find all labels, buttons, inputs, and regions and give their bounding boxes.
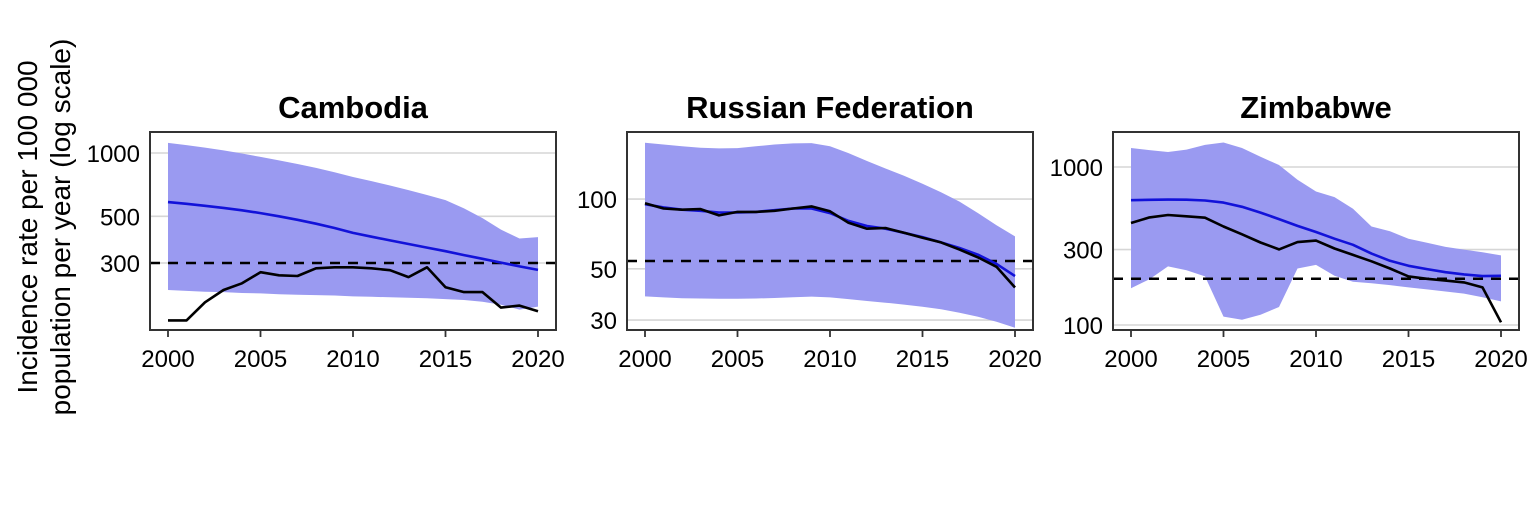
x-tick-label: 2005	[234, 346, 287, 373]
panel-title-zimbabwe: Zimbabwe	[1240, 90, 1392, 125]
x-tick-label: 2015	[419, 346, 472, 373]
panel-russian-federation: 2000 2005 2010 2015 2020 100 50 30 Russian Feder…	[577, 90, 1042, 373]
panel-zimbabwe: 2000 2005 2010 2015 2020 1000 300 100 Zimbabwe	[1050, 90, 1528, 373]
panel-title-russian-federation: Russian Federation	[686, 90, 974, 125]
x-tick-label: 2010	[1289, 346, 1342, 373]
estimate-line	[1130, 198, 1502, 278]
x-tick-label: 2020	[1474, 346, 1527, 373]
x-tick-label: 2010	[326, 346, 379, 373]
y-tick-label: 500	[100, 204, 140, 231]
x-tick-label: 2015	[896, 346, 949, 373]
observed-line	[1130, 213, 1503, 323]
y-tick-label: 300	[1063, 238, 1103, 265]
y-tick-label: 100	[577, 187, 617, 214]
y-tick-label: 1000	[87, 141, 140, 168]
x-tick-label: 2020	[511, 346, 564, 373]
uncertainty-band	[168, 142, 538, 310]
x-tick-label: 2010	[803, 346, 856, 373]
x-tick-label: 2015	[1382, 346, 1435, 373]
panel-cambodia: 2000 2005 2010 2015 2020 1000 500 300 Cambodia	[87, 90, 565, 373]
x-tick-label: 2000	[1104, 346, 1157, 373]
y-tick-label: 100	[1063, 313, 1103, 340]
y-tick-label: 50	[590, 257, 617, 284]
x-tick-label: 2000	[618, 346, 671, 373]
x-tick-label: 2005	[1197, 346, 1250, 373]
estimate-line	[167, 200, 539, 272]
observed-line	[644, 201, 1016, 289]
x-tick-label: 2020	[988, 346, 1041, 373]
x-tick-label: 2005	[711, 346, 764, 373]
y-tick-label: 300	[100, 251, 140, 278]
y-tick-label: 1000	[1050, 155, 1103, 182]
x-tick-label: 2000	[141, 346, 194, 373]
y-tick-label: 30	[590, 308, 617, 335]
panel-title-cambodia: Cambodia	[278, 90, 429, 125]
observed-line	[168, 266, 539, 322]
uncertainty-band	[645, 142, 1015, 328]
